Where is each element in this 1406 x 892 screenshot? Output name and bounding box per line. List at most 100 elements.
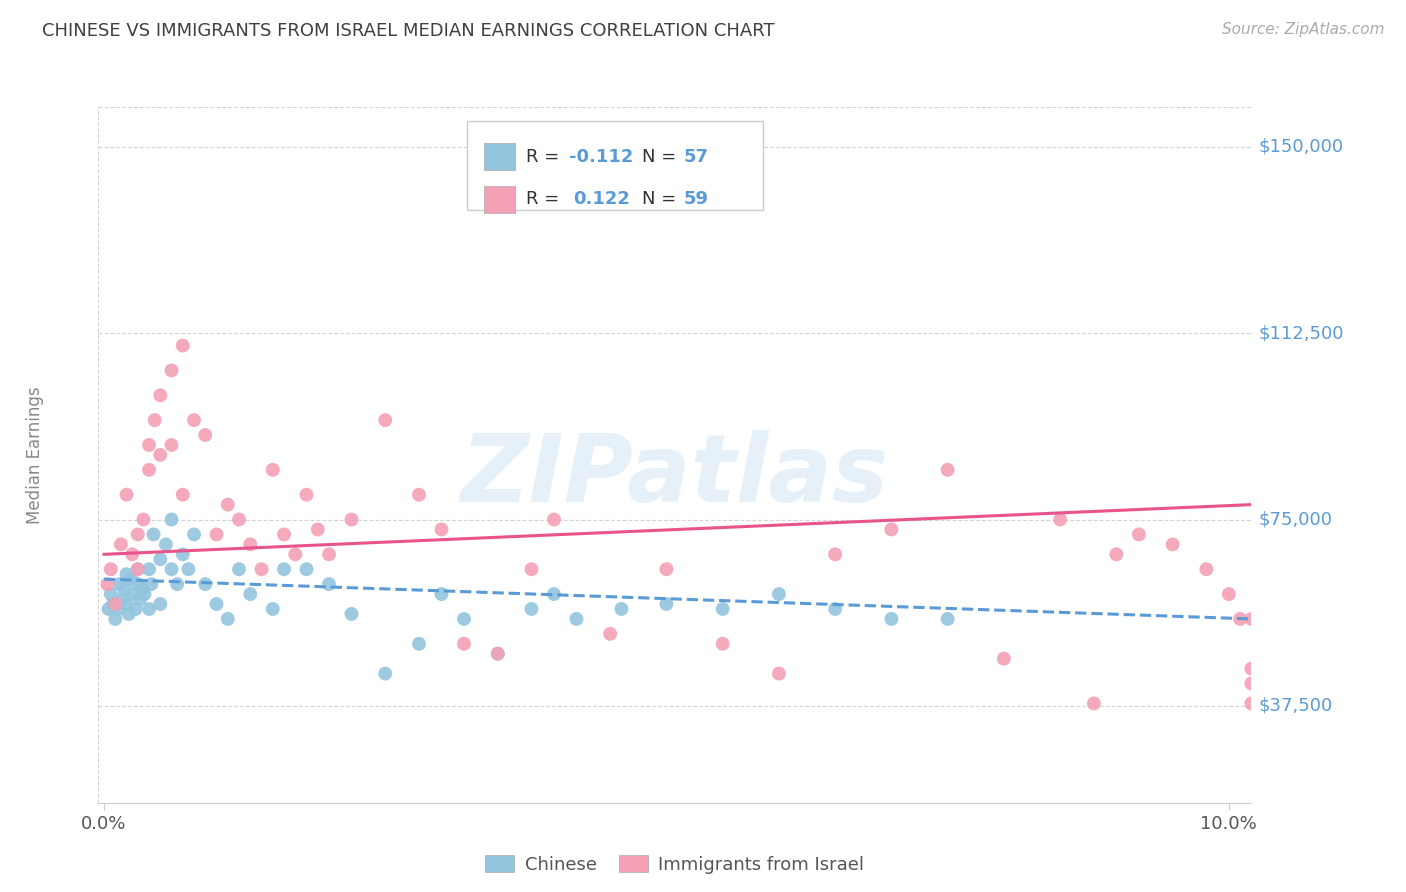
Point xyxy=(122,587,145,601)
Point xyxy=(107,602,129,616)
Text: 0.122: 0.122 xyxy=(572,191,630,209)
Point xyxy=(824,547,846,561)
Point xyxy=(565,612,588,626)
Point xyxy=(104,597,127,611)
Point xyxy=(108,577,131,591)
Point xyxy=(138,438,160,452)
Point xyxy=(121,547,143,561)
Text: 59: 59 xyxy=(683,191,709,209)
Point xyxy=(228,512,250,526)
Point xyxy=(101,597,124,611)
Text: R =: R = xyxy=(526,191,565,209)
Point xyxy=(138,562,160,576)
Point xyxy=(318,547,340,561)
Point xyxy=(1049,512,1071,526)
Text: $37,500: $37,500 xyxy=(1258,697,1333,714)
Point xyxy=(486,647,509,661)
Point xyxy=(115,597,138,611)
Point xyxy=(160,512,183,526)
Point xyxy=(183,413,205,427)
Legend: Chinese, Immigrants from Israel: Chinese, Immigrants from Israel xyxy=(485,855,865,874)
Point xyxy=(239,587,262,601)
Text: N =: N = xyxy=(641,148,682,166)
Point xyxy=(430,523,453,537)
Point xyxy=(177,562,200,576)
Point xyxy=(374,413,396,427)
Point xyxy=(143,413,166,427)
Point xyxy=(993,651,1015,665)
Point xyxy=(430,587,453,601)
Point xyxy=(318,577,340,591)
Point xyxy=(340,607,363,621)
Point xyxy=(824,602,846,616)
Text: Source: ZipAtlas.com: Source: ZipAtlas.com xyxy=(1222,22,1385,37)
Text: CHINESE VS IMMIGRANTS FROM ISRAEL MEDIAN EARNINGS CORRELATION CHART: CHINESE VS IMMIGRANTS FROM ISRAEL MEDIAN… xyxy=(42,22,775,40)
Point xyxy=(1240,697,1263,711)
Point xyxy=(1240,612,1263,626)
Text: $112,500: $112,500 xyxy=(1258,324,1344,343)
Point xyxy=(138,602,160,616)
Point xyxy=(295,562,318,576)
Point xyxy=(142,527,165,541)
Point xyxy=(880,523,903,537)
Point xyxy=(543,512,565,526)
Point xyxy=(97,602,120,616)
Point xyxy=(194,428,217,442)
Point xyxy=(127,527,149,541)
Point xyxy=(1240,676,1263,690)
Point xyxy=(262,602,284,616)
Text: $75,000: $75,000 xyxy=(1258,510,1333,529)
Point xyxy=(205,527,228,541)
Point xyxy=(768,587,790,601)
Point xyxy=(129,592,152,607)
Text: $150,000: $150,000 xyxy=(1258,137,1344,156)
Point xyxy=(273,527,295,541)
Point xyxy=(160,363,183,377)
Text: -0.112: -0.112 xyxy=(568,148,633,166)
Point xyxy=(149,388,172,402)
Point xyxy=(768,666,790,681)
Point xyxy=(149,552,172,566)
Point xyxy=(111,592,134,607)
Point xyxy=(1128,527,1150,541)
Point xyxy=(610,602,633,616)
Point xyxy=(453,612,475,626)
Point xyxy=(1240,662,1263,676)
Point xyxy=(936,463,959,477)
Point xyxy=(100,587,122,601)
Text: R =: R = xyxy=(526,148,565,166)
Point xyxy=(166,577,188,591)
Point xyxy=(599,627,621,641)
Text: Median Earnings: Median Earnings xyxy=(25,386,44,524)
Point xyxy=(1161,537,1184,551)
Point xyxy=(1218,587,1240,601)
Point xyxy=(217,498,239,512)
Point xyxy=(340,512,363,526)
Point xyxy=(118,607,141,621)
Point xyxy=(543,587,565,601)
Point xyxy=(1105,547,1128,561)
Point xyxy=(155,537,177,551)
Point xyxy=(295,488,318,502)
Point xyxy=(307,523,329,537)
Point xyxy=(112,582,135,596)
Point xyxy=(655,597,678,611)
Point xyxy=(284,547,307,561)
Point xyxy=(104,612,127,626)
Point xyxy=(100,562,122,576)
Point xyxy=(134,587,156,601)
Point xyxy=(172,488,194,502)
Point xyxy=(127,577,149,591)
Point xyxy=(149,597,172,611)
Point xyxy=(124,602,146,616)
Text: N =: N = xyxy=(641,191,682,209)
Point xyxy=(132,512,155,526)
Point xyxy=(1229,612,1251,626)
Point xyxy=(273,562,295,576)
Point xyxy=(936,612,959,626)
Point xyxy=(172,547,194,561)
Point xyxy=(520,602,543,616)
Point xyxy=(115,488,138,502)
Point xyxy=(96,577,118,591)
Point xyxy=(160,438,183,452)
